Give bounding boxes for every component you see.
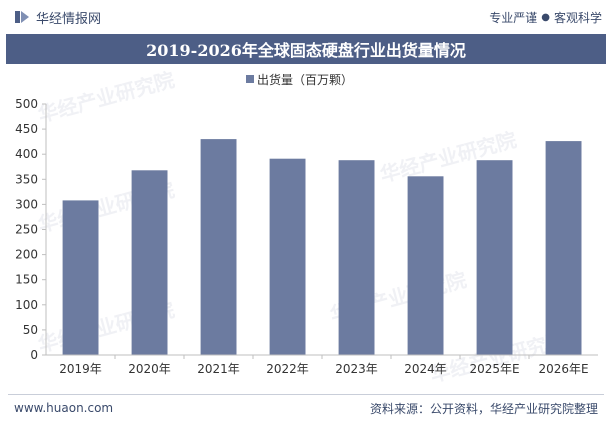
y-tick-label: 150	[15, 273, 38, 287]
y-tick-label: 350	[15, 172, 38, 186]
bar	[62, 200, 99, 355]
bar	[407, 176, 444, 355]
bar	[269, 158, 306, 355]
slogan-dot-icon: ●	[541, 11, 550, 23]
legend: 出货量（百万颗）	[246, 72, 353, 87]
chart-title: 2019-2026年全球固态硬盘行业出货量情况	[146, 41, 466, 60]
x-tick-label: 2025年E	[469, 362, 519, 376]
y-axis: 0 50 100 150 200 250 300 350 400 450 500	[15, 97, 47, 362]
x-tick-label: 2023年	[335, 362, 378, 376]
x-tick-label: 2026年E	[538, 362, 588, 376]
y-tick-label: 0	[30, 348, 38, 362]
brand-name: 华经情报网	[36, 11, 102, 27]
y-tick-label: 200	[15, 248, 38, 262]
slogan-left: 专业严谨	[489, 10, 538, 25]
x-axis: 2019年 2020年 2021年 2022年 2023年 2024年 2025年E 2026…	[46, 354, 598, 376]
y-tick-label: 50	[23, 323, 38, 337]
legend-label: 出货量（百万颗）	[257, 72, 353, 87]
bar	[545, 141, 582, 355]
slogan: 专业严谨 ● 客观科学	[489, 9, 602, 26]
x-tick-label: 2022年	[266, 362, 309, 376]
y-tick-label: 500	[15, 97, 38, 111]
y-tick-label: 450	[15, 122, 38, 136]
bar	[476, 160, 513, 355]
y-tick-label: 400	[15, 147, 38, 161]
brand: 华经情报网	[14, 8, 101, 27]
bar	[131, 170, 168, 355]
y-tick-label: 250	[15, 223, 38, 237]
watermark-text: 华经产业研究院	[35, 68, 176, 127]
x-tick-label: 2024年	[404, 362, 447, 376]
legend-swatch	[246, 75, 254, 83]
footer: www.huaon.com 资料来源：公开资料，华经产业研究院整理	[14, 399, 598, 417]
bar	[200, 139, 237, 355]
top-bar: 华经情报网 专业严谨 ● 客观科学	[0, 0, 612, 34]
y-tick-label: 100	[15, 298, 38, 312]
x-tick-label: 2020年	[128, 362, 171, 376]
footer-divider	[8, 394, 604, 395]
footer-website[interactable]: www.huaon.com	[14, 401, 114, 415]
brand-logo-icon	[15, 11, 29, 23]
bar	[338, 160, 375, 355]
slogan-right: 客观科学	[553, 10, 602, 25]
bars	[62, 139, 582, 355]
title-band: 2019-2026年全球固态硬盘行业出货量情况	[6, 34, 606, 64]
y-tick-label: 300	[15, 197, 38, 211]
bar-chart: 华经产业研究院华经产业研究院华经产业研究院华经产业研究院华经产业研究院华经产业研…	[15, 68, 598, 387]
footer-source: 资料来源：公开资料，华经产业研究院整理	[369, 401, 598, 416]
x-tick-label: 2019年	[59, 362, 102, 376]
x-tick-label: 2021年	[197, 362, 240, 376]
